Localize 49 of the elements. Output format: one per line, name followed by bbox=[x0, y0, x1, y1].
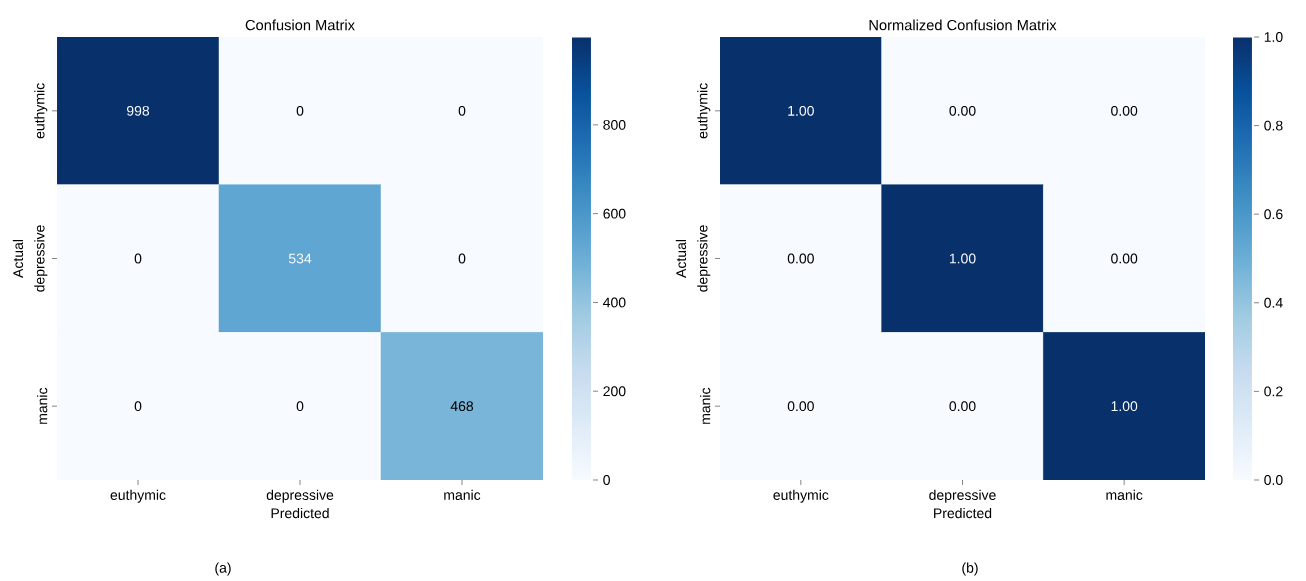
color-bar-label: 1.0 bbox=[1264, 32, 1283, 42]
x-tick-label: manic bbox=[444, 489, 481, 500]
data-label: 0.00 bbox=[787, 401, 814, 412]
data-label: 0 bbox=[458, 253, 466, 264]
data-label: 0 bbox=[134, 401, 142, 412]
data-label: 0.00 bbox=[949, 105, 976, 116]
x-tick-label: euthymic bbox=[773, 489, 829, 503]
color-bar-label: 0.4 bbox=[1264, 297, 1283, 308]
chart-title: Normalized Confusion Matrix bbox=[869, 19, 1057, 31]
data-label: 468 bbox=[450, 401, 474, 412]
y-tick-label: depressive bbox=[697, 225, 711, 292]
y-axis-title: Actual bbox=[12, 239, 24, 278]
x-tick-label: depressive bbox=[266, 489, 334, 503]
data-label: 0 bbox=[458, 105, 466, 116]
color-bar-label: 0.0 bbox=[1264, 475, 1283, 485]
data-label: 0 bbox=[296, 401, 304, 412]
data-label: 0.00 bbox=[1111, 253, 1138, 264]
y-tick-label: manic bbox=[37, 387, 48, 424]
y-tick-label: depressive bbox=[34, 225, 48, 292]
data-label: 0 bbox=[134, 253, 142, 264]
color-bar-label: 800 bbox=[603, 119, 626, 130]
data-label: 1.00 bbox=[1111, 401, 1138, 412]
x-tick-label: euthymic bbox=[110, 489, 166, 503]
y-tick-label: euthymic bbox=[34, 83, 48, 139]
data-label: 0.00 bbox=[787, 253, 814, 264]
data-label: 0.00 bbox=[1111, 105, 1138, 116]
data-label: 0 bbox=[296, 105, 304, 116]
y-axis-title: Actual bbox=[675, 239, 687, 278]
x-axis-title: Predicted bbox=[934, 507, 992, 519]
color-bar-label: 0.2 bbox=[1264, 386, 1283, 397]
data-label: 1.00 bbox=[949, 253, 976, 264]
color-bar-label: 200 bbox=[603, 386, 626, 397]
text: (b) bbox=[962, 562, 978, 576]
x-tick-label: depressive bbox=[929, 489, 996, 503]
x-axis-title: Predicted bbox=[271, 507, 329, 519]
color-bar-label: 400 bbox=[603, 297, 626, 308]
data-label: 998 bbox=[126, 105, 150, 116]
color-bar-label: 600 bbox=[603, 208, 626, 219]
text: (a) bbox=[215, 562, 231, 576]
data-label: 534 bbox=[288, 253, 312, 264]
x-tick-label: manic bbox=[1106, 489, 1143, 500]
color-bar-label: 0.8 bbox=[1264, 120, 1283, 131]
y-tick-label: manic bbox=[700, 387, 711, 424]
chart-title: Confusion Matrix bbox=[245, 19, 355, 31]
color-bar-label: 0.6 bbox=[1264, 209, 1283, 220]
data-label: 1.00 bbox=[788, 105, 814, 116]
y-tick-label: euthymic bbox=[697, 83, 711, 139]
color-bar-label: 0 bbox=[603, 475, 610, 485]
data-label: 0.00 bbox=[949, 401, 976, 412]
